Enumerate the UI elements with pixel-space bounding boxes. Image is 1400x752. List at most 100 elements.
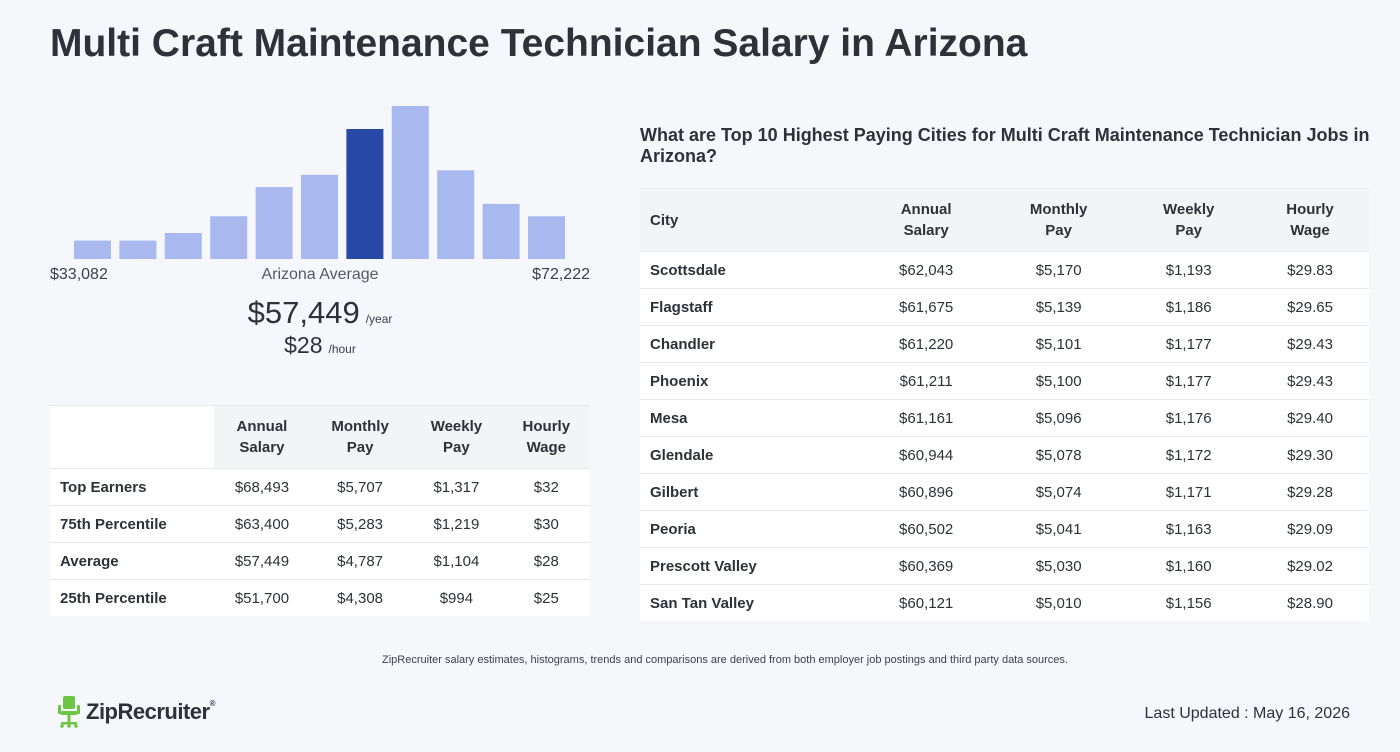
- histogram-bar: [74, 240, 111, 259]
- hourly-cell: $25: [502, 579, 590, 616]
- annual-cell: $62,043: [861, 251, 991, 289]
- histogram-bar: [528, 216, 565, 259]
- table-row: Peoria $60,502 $5,041 $1,163 $29.09: [640, 510, 1369, 548]
- histogram-bar: [210, 216, 248, 259]
- monthly-cell: $5,283: [309, 505, 411, 543]
- annual-cell: $61,161: [861, 399, 991, 437]
- hourly-cell: $29.09: [1251, 510, 1369, 548]
- city-name-cell: Glendale: [640, 436, 862, 474]
- weekly-cell: $1,317: [410, 468, 503, 506]
- monthly-cell: $5,101: [990, 325, 1127, 363]
- city-name-cell: Scottsdale: [640, 251, 862, 289]
- table-row: Top Earners $68,493 $5,707 $1,317 $32: [50, 468, 590, 506]
- header-annual: Annual Salary: [213, 405, 310, 469]
- weekly-cell: $1,160: [1126, 547, 1252, 585]
- weekly-cell: $1,156: [1126, 584, 1252, 621]
- weekly-cell: $1,186: [1126, 288, 1252, 326]
- city-name-cell: Flagstaff: [640, 288, 862, 326]
- weekly-cell: $1,172: [1126, 436, 1252, 474]
- yearly-unit: /year: [365, 312, 393, 326]
- footnote: ZipRecruiter salary estimates, histogram…: [382, 654, 1068, 666]
- average-yearly-value: $57,449: [247, 295, 360, 330]
- header-city: City: [640, 188, 862, 252]
- hourly-cell: $29.02: [1251, 547, 1369, 585]
- histogram-bar: [391, 106, 429, 259]
- monthly-cell: $5,170: [990, 251, 1127, 289]
- weekly-cell: $1,193: [1126, 251, 1252, 289]
- hourly-unit: /hour: [328, 342, 356, 356]
- registered-mark: ®: [209, 699, 216, 708]
- city-name-cell: Chandler: [640, 325, 862, 363]
- weekly-cell: $1,219: [410, 505, 503, 543]
- annual-cell: $60,369: [861, 547, 991, 585]
- annual-cell: $61,675: [861, 288, 991, 326]
- average-hourly: $28/hour: [50, 332, 590, 359]
- annual-cell: $60,121: [861, 584, 991, 621]
- monthly-cell: $5,010: [990, 584, 1127, 621]
- table-row: Prescott Valley $60,369 $5,030 $1,160 $29.02: [640, 547, 1369, 585]
- weekly-cell: $1,176: [1126, 399, 1252, 437]
- histogram-svg: [74, 106, 565, 259]
- row-label: Top Earners: [50, 468, 214, 506]
- monthly-cell: $4,787: [309, 542, 411, 580]
- hourly-cell: $29.43: [1251, 362, 1369, 400]
- histogram-bar: [437, 170, 475, 259]
- blank-header: [50, 405, 214, 469]
- salary-histogram: [50, 100, 590, 260]
- weekly-cell: $1,104: [410, 542, 503, 580]
- table-row: Scottsdale $62,043 $5,170 $1,193 $29.83: [640, 251, 1369, 289]
- chair-icon: [58, 696, 80, 728]
- page-title: Multi Craft Maintenance Technician Salar…: [50, 22, 1028, 65]
- histogram-bar: [255, 187, 293, 259]
- cities-heading: What are Top 10 Highest Paying Cities fo…: [640, 125, 1370, 166]
- weekly-cell: $1,177: [1126, 325, 1252, 363]
- average-yearly: $57,449/year: [50, 295, 590, 331]
- header-hourly: Hourly Wage: [502, 405, 590, 469]
- annual-cell: $60,896: [861, 473, 991, 511]
- annual-cell: $61,220: [861, 325, 991, 363]
- ziprecruiter-logo[interactable]: ZipRecruiter®: [58, 696, 216, 728]
- percentile-header-row: Annual Salary Monthly Pay Weekly Pay Hourly…: [50, 405, 590, 469]
- hourly-cell: $32: [502, 468, 590, 506]
- city-name-cell: Peoria: [640, 510, 862, 548]
- hourly-cell: $28: [502, 542, 590, 580]
- hourly-cell: $30: [502, 505, 590, 543]
- hourly-cell: $29.83: [1251, 251, 1369, 289]
- brand-name: ZipRecruiter®: [86, 699, 216, 724]
- annual-cell: $57,449: [213, 542, 310, 580]
- header-annual: Annual Salary: [861, 188, 991, 252]
- row-label: 75th Percentile: [50, 505, 214, 543]
- last-updated: Last Updated : May 16, 2026: [1144, 705, 1350, 722]
- city-name-cell: Prescott Valley: [640, 547, 862, 585]
- table-row: San Tan Valley $60,121 $5,010 $1,156 $28.90: [640, 584, 1369, 621]
- hourly-cell: $29.30: [1251, 436, 1369, 474]
- monthly-cell: $5,096: [990, 399, 1127, 437]
- row-label: 25th Percentile: [50, 579, 214, 616]
- monthly-cell: $5,078: [990, 436, 1127, 474]
- monthly-cell: $5,707: [309, 468, 411, 506]
- city-name-cell: Phoenix: [640, 362, 862, 400]
- header-monthly: Monthly Pay: [990, 188, 1127, 252]
- histogram-bar: [164, 233, 202, 259]
- hourly-cell: $29.65: [1251, 288, 1369, 326]
- table-row: Mesa $61,161 $5,096 $1,176 $29.40: [640, 399, 1369, 437]
- city-name-cell: Gilbert: [640, 473, 862, 511]
- monthly-cell: $5,139: [990, 288, 1127, 326]
- weekly-cell: $1,171: [1126, 473, 1252, 511]
- range-max-label: $72,222: [532, 266, 590, 283]
- table-row: Phoenix $61,211 $5,100 $1,177 $29.43: [640, 362, 1369, 400]
- table-row: Chandler $61,220 $5,101 $1,177 $29.43: [640, 325, 1369, 363]
- average-label: Arizona Average: [261, 266, 379, 283]
- hourly-cell: $29.43: [1251, 325, 1369, 363]
- range-min-label: $33,082: [50, 266, 108, 283]
- annual-cell: $60,944: [861, 436, 991, 474]
- monthly-cell: $5,074: [990, 473, 1127, 511]
- histogram-bar-average: [346, 129, 384, 259]
- histogram-bar: [119, 240, 157, 259]
- monthly-cell: $4,308: [309, 579, 411, 616]
- histogram-bar: [482, 203, 520, 259]
- header-monthly: Monthly Pay: [309, 405, 411, 469]
- table-row: Gilbert $60,896 $5,074 $1,171 $29.28: [640, 473, 1369, 511]
- hourly-cell: $29.40: [1251, 399, 1369, 437]
- row-label: Average: [50, 542, 214, 580]
